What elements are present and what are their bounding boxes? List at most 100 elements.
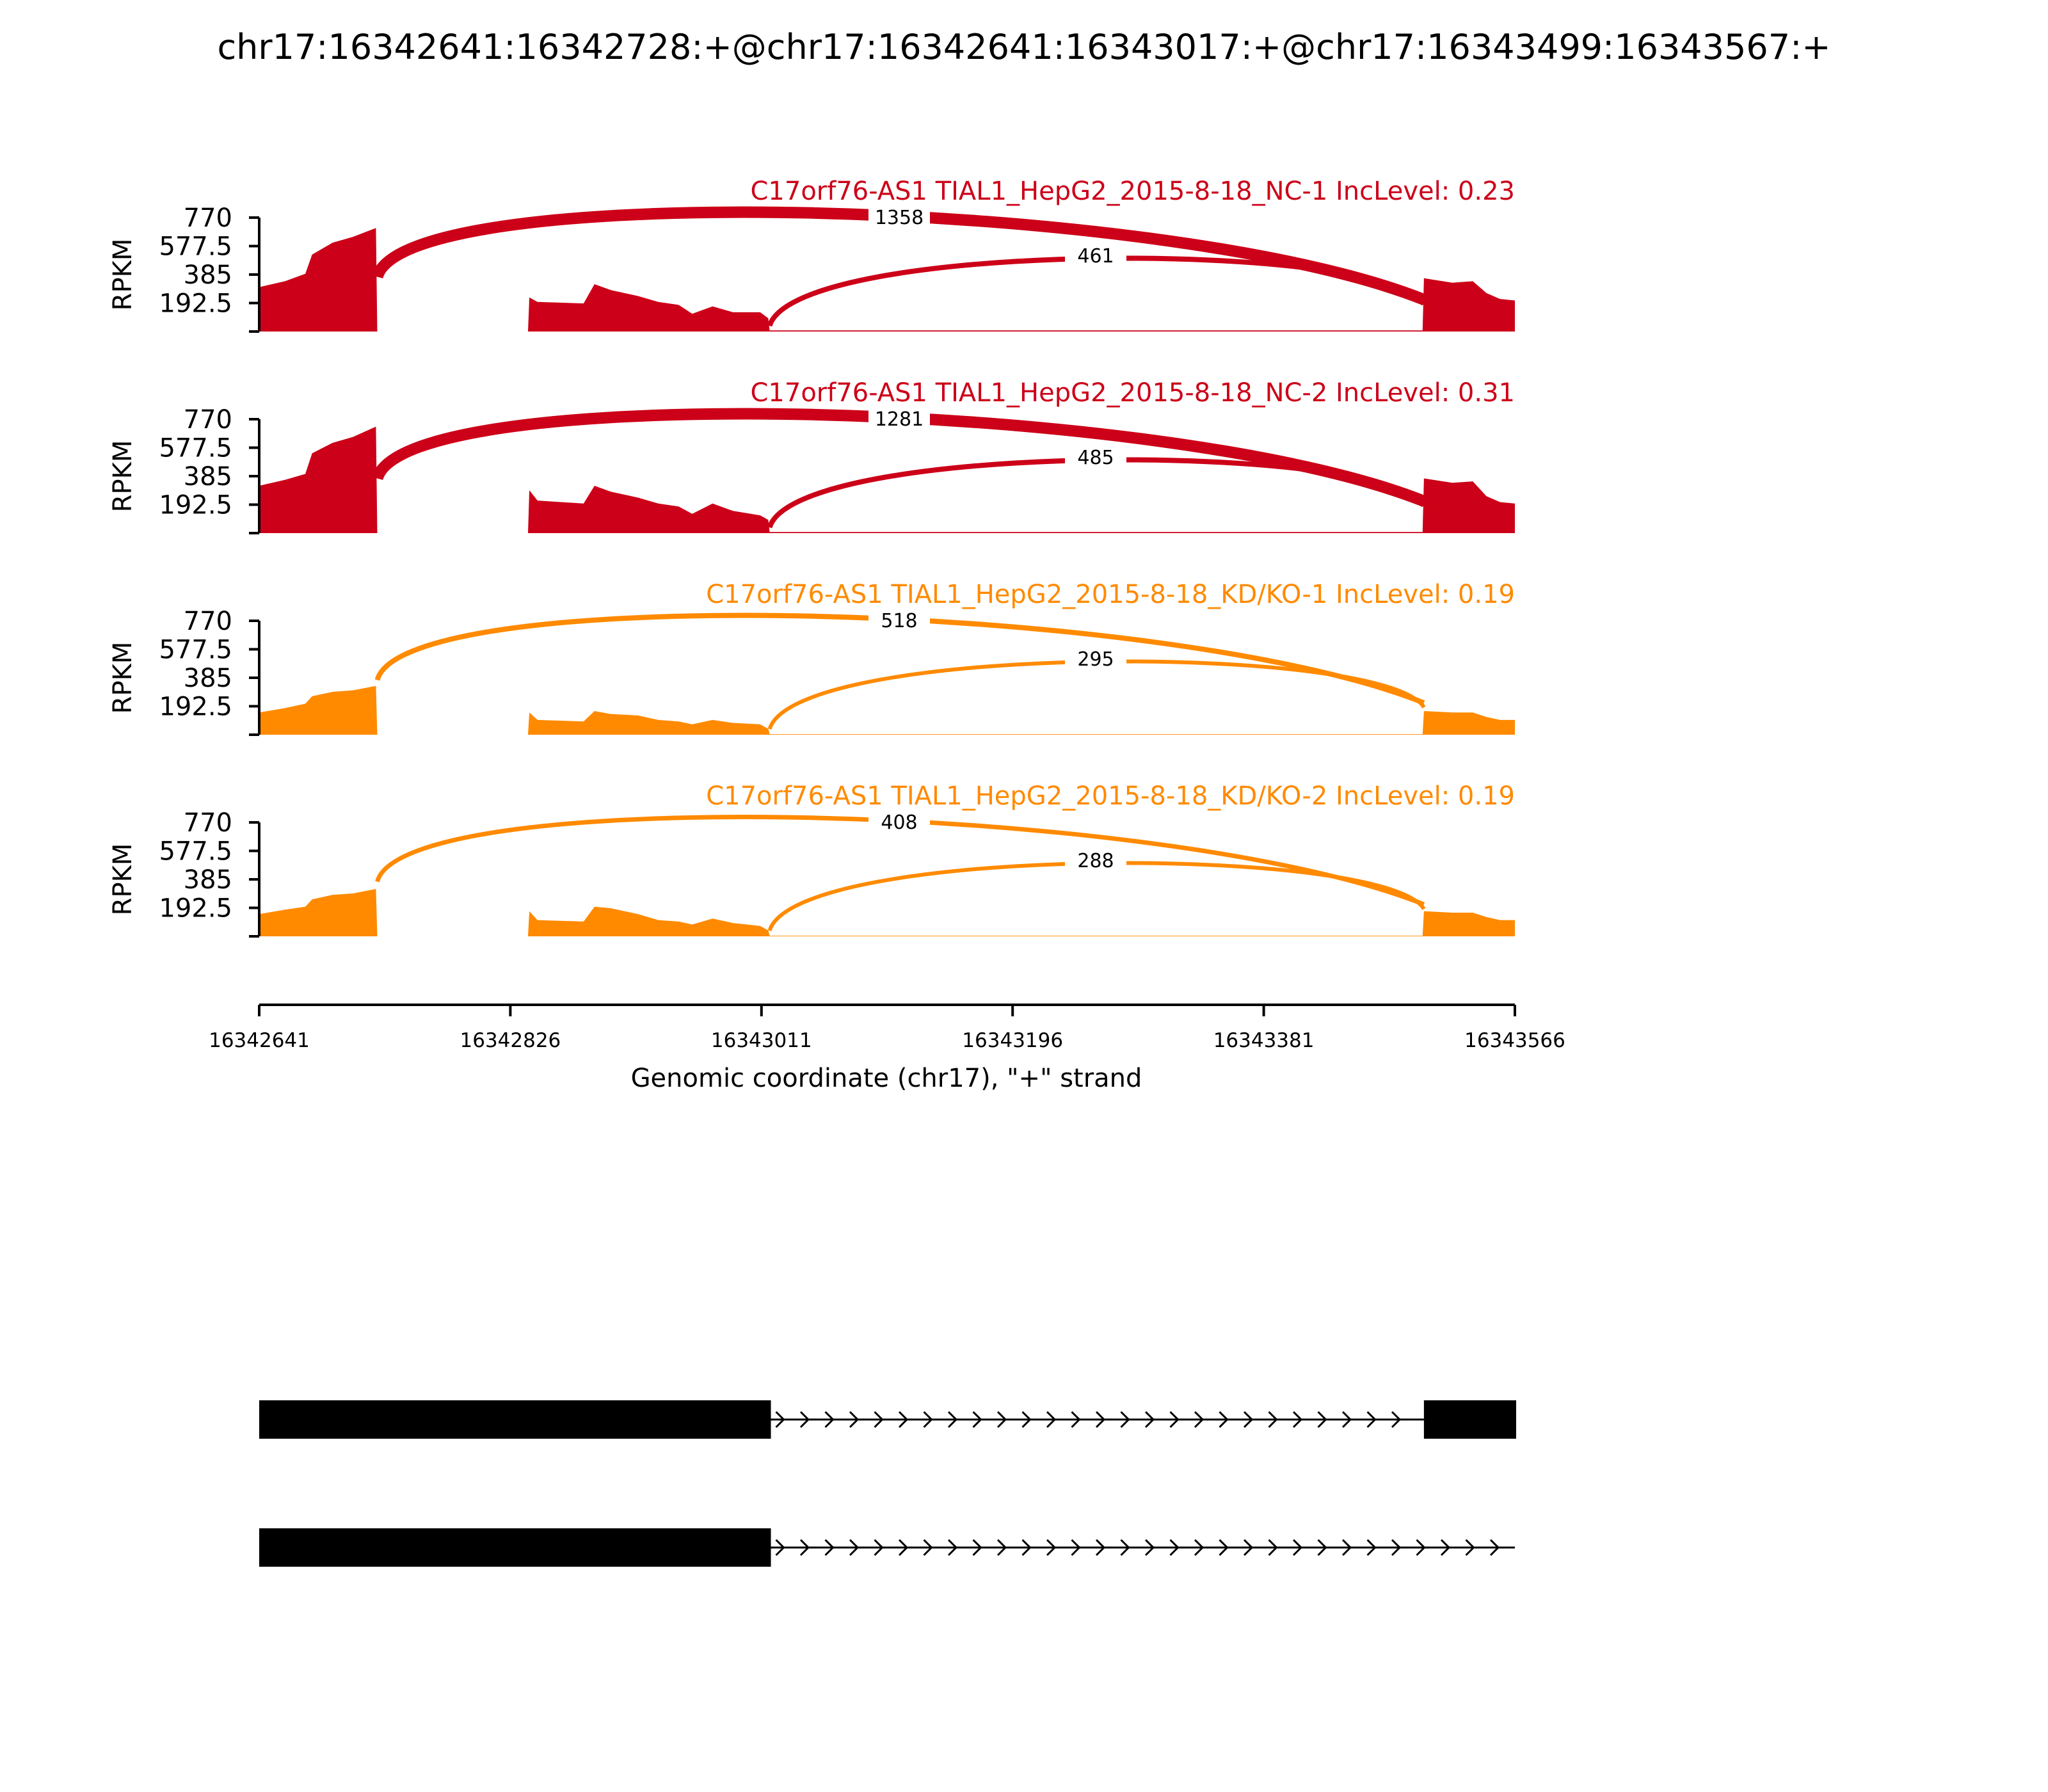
junction-arc (767, 457, 1427, 529)
strand-arrow (1021, 1411, 1032, 1428)
strand-arrow (1120, 1411, 1130, 1428)
junction-arc (371, 408, 1427, 507)
panel: 518 295 C17orf76-AS1 TIAL1_HepG2_2015-8-18… (108, 580, 1515, 736)
y-axis-label: RPKM (108, 239, 138, 311)
strand-arrow (1292, 1411, 1303, 1428)
transcript (259, 1400, 1516, 1439)
x-axis: 16342641 16342826 16343011 16343196 16343381… (209, 1004, 1565, 1093)
y-tick-label: 577.5 (159, 434, 232, 463)
y-tick-label: 770 (184, 405, 232, 435)
coverage-area (259, 889, 1515, 936)
y-tick-label: 192.5 (159, 894, 232, 924)
exon-block (259, 1528, 771, 1567)
strand-arrow (1243, 1411, 1254, 1428)
panel-label: C17orf76-AS1 TIAL1_HepG2_2015-8-18_NC-1 … (751, 177, 1516, 206)
x-tick-label: 16343566 (1464, 1029, 1565, 1052)
gene-model-track (259, 1400, 1516, 1567)
strand-arrow (947, 1411, 958, 1428)
coverage-area (259, 426, 1515, 533)
strand-arrow (923, 1539, 933, 1556)
strand-arrow (1391, 1411, 1402, 1428)
x-tick-label: 16343011 (711, 1029, 812, 1052)
strand-arrow (1046, 1539, 1057, 1556)
y-tick-label: 192.5 (159, 289, 232, 319)
junction-count-bg (868, 205, 930, 229)
y-tick-label: 770 (184, 607, 232, 636)
figure-title: chr17:16342641:16342728:+@chr17:16342641… (217, 27, 1830, 67)
junction-count-label: 518 (881, 610, 917, 632)
strand-arrow (1440, 1539, 1451, 1556)
x-tick-label: 16342826 (460, 1029, 561, 1052)
strand-arrow (1366, 1539, 1377, 1556)
coverage-area (259, 228, 1515, 332)
strand-arrow (1391, 1539, 1402, 1556)
strand-arrow (1046, 1411, 1057, 1428)
y-axis-label: RPKM (108, 440, 138, 513)
panel-label: C17orf76-AS1 TIAL1_HepG2_2015-8-18_KD/KO… (706, 580, 1515, 609)
panel: 1358 461 C17orf76-AS1 TIAL1_HepG2_2015-8-1… (108, 177, 1516, 333)
y-tick-label: 770 (184, 808, 232, 838)
y-tick-label: 577.5 (159, 837, 232, 867)
y-tick-label: 192.5 (159, 491, 232, 520)
y-tick-label: 577.5 (159, 636, 232, 665)
junction-count-bg (1065, 646, 1126, 671)
junction-count-label: 288 (1077, 850, 1114, 872)
strand-arrow (1021, 1539, 1032, 1556)
y-tick-label: 192.5 (159, 692, 232, 722)
coverage-area (259, 685, 1515, 735)
strand-arrow (874, 1411, 884, 1428)
panel: 1281 485 C17orf76-AS1 TIAL1_HepG2_2015-8-1… (108, 378, 1516, 534)
junction-count-label: 485 (1077, 447, 1114, 469)
strand-arrow (824, 1539, 835, 1556)
junction-count-bg (868, 406, 930, 431)
junction-count-label: 295 (1077, 648, 1114, 671)
strand-arrow (824, 1411, 835, 1428)
y-axis-label: RPKM (108, 844, 138, 916)
strand-arrow (1120, 1539, 1130, 1556)
strand-arrow (1243, 1539, 1254, 1556)
strand-arrow (1465, 1539, 1475, 1556)
strand-arrow (1268, 1539, 1278, 1556)
y-tick-label: 770 (184, 204, 232, 233)
junction-count-label: 1358 (875, 207, 924, 229)
y-tick-label: 385 (184, 865, 232, 895)
strand-arrow (1366, 1411, 1377, 1428)
junction-arc (375, 815, 1425, 907)
x-tick-label: 16343381 (1213, 1029, 1315, 1052)
strand-arrow (898, 1411, 909, 1428)
strand-arrow (1194, 1539, 1204, 1556)
y-tick-label: 577.5 (159, 232, 232, 262)
strand-arrow (1194, 1411, 1204, 1428)
strand-arrow (1219, 1411, 1229, 1428)
strand-arrow (849, 1411, 860, 1428)
strand-arrow (874, 1539, 884, 1556)
strand-arrow (1169, 1539, 1180, 1556)
x-tick-label: 16343196 (962, 1029, 1063, 1052)
strand-arrow (1416, 1539, 1426, 1556)
junction-arc (374, 612, 1425, 705)
strand-arrow (947, 1539, 958, 1556)
strand-arrow (898, 1539, 909, 1556)
strand-arrow (1341, 1411, 1352, 1428)
strand-arrow (1341, 1539, 1352, 1556)
junction-count-label: 461 (1077, 245, 1114, 268)
strand-arrow (923, 1411, 933, 1428)
y-tick-label: 385 (184, 664, 232, 693)
strand-arrow (1144, 1411, 1155, 1428)
y-axis-label: RPKM (108, 642, 138, 714)
exon-block (1423, 1400, 1516, 1439)
strand-arrow (1219, 1539, 1229, 1556)
junction-count-bg (868, 810, 930, 834)
junction-arc (371, 206, 1427, 305)
strand-arrow (775, 1539, 785, 1556)
transcript (259, 1528, 1515, 1567)
strand-arrow (996, 1411, 1007, 1428)
strand-arrow (1317, 1539, 1327, 1556)
panel-label: C17orf76-AS1 TIAL1_HepG2_2015-8-18_NC-2 … (751, 378, 1516, 408)
strand-arrow (849, 1539, 860, 1556)
strand-arrow (972, 1411, 982, 1428)
panel-label: C17orf76-AS1 TIAL1_HepG2_2015-8-18_KD/KO… (706, 781, 1515, 811)
x-axis-label: Genomic coordinate (chr17), "+" strand (631, 1064, 1142, 1093)
strand-arrow (1268, 1411, 1278, 1428)
